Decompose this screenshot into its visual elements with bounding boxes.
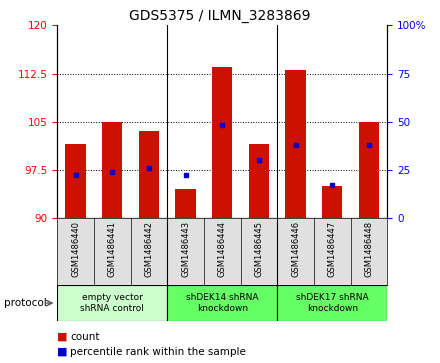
Text: ■: ■ [57,332,68,342]
Bar [277,285,387,321]
Bar [66,144,86,218]
Text: GSM1486445: GSM1486445 [254,221,264,277]
Bar [102,122,122,218]
Text: percentile rank within the sample: percentile rank within the sample [70,347,246,357]
Text: GSM1486447: GSM1486447 [328,221,337,277]
Text: GSM1486448: GSM1486448 [364,221,374,277]
Text: ■: ■ [57,347,68,357]
Text: GSM1486440: GSM1486440 [71,221,80,277]
Bar [359,122,379,218]
Text: GSM1486446: GSM1486446 [291,221,300,277]
Bar [176,189,196,218]
Text: shDEK14 shRNA
knockdown: shDEK14 shRNA knockdown [186,293,258,313]
Bar [322,186,342,218]
Text: protocol: protocol [4,298,47,308]
Text: GSM1486442: GSM1486442 [144,221,154,277]
Text: count: count [70,332,100,342]
Bar [139,131,159,218]
Bar [57,285,167,321]
Text: GSM1486444: GSM1486444 [218,221,227,277]
Text: empty vector
shRNA control: empty vector shRNA control [80,293,144,313]
Text: shDEK17 shRNA
knockdown: shDEK17 shRNA knockdown [296,293,369,313]
Bar [249,144,269,218]
Bar [212,67,232,218]
Text: GSM1486441: GSM1486441 [108,221,117,277]
Text: GDS5375 / ILMN_3283869: GDS5375 / ILMN_3283869 [129,9,311,23]
Bar [167,285,277,321]
Bar [286,70,306,218]
Text: GSM1486443: GSM1486443 [181,221,190,277]
